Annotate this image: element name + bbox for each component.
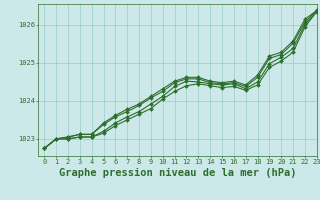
X-axis label: Graphe pression niveau de la mer (hPa): Graphe pression niveau de la mer (hPa) xyxy=(59,168,296,178)
